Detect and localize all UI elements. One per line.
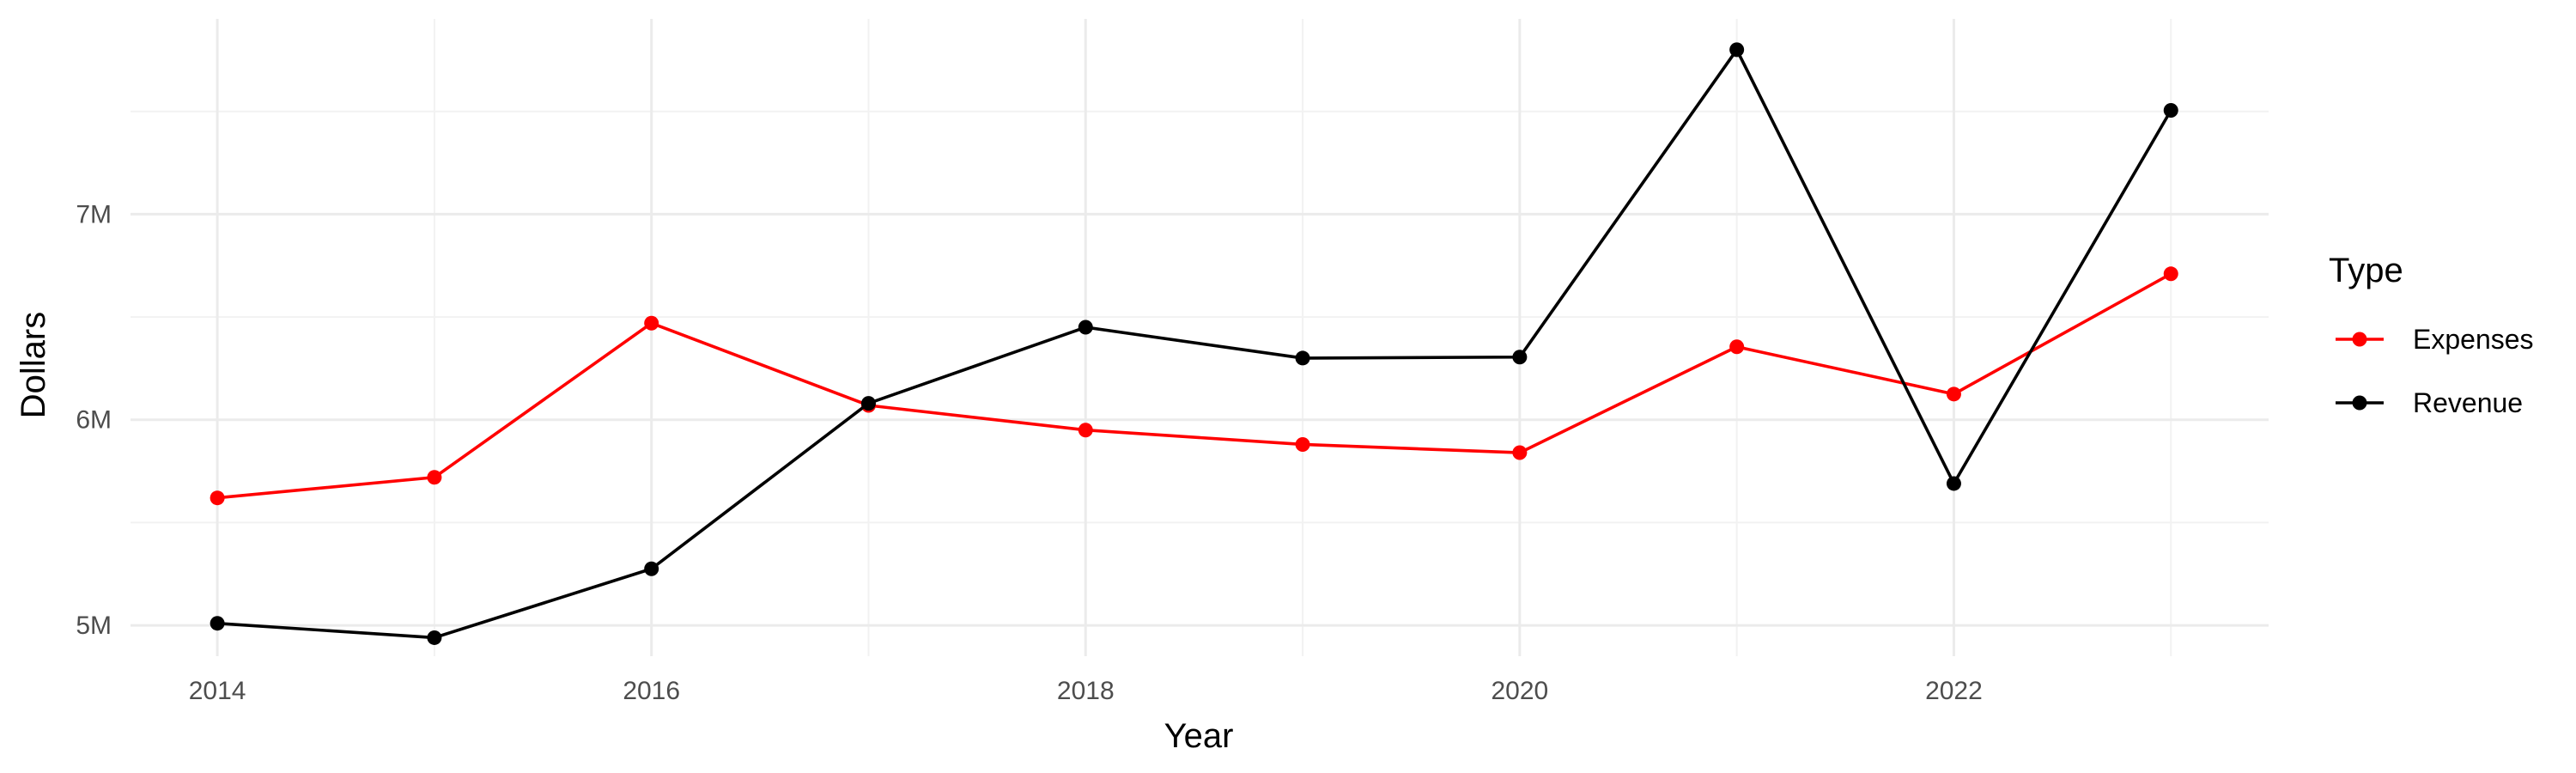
expenses-point xyxy=(1512,445,1528,460)
legend-title: Type xyxy=(2329,252,2403,289)
revenue-point xyxy=(427,630,442,645)
revenue-point xyxy=(1078,320,1093,335)
revenue-point xyxy=(1729,42,1745,58)
x-axis-tick-labels: 2014 2016 2018 2020 2022 xyxy=(189,677,1983,705)
legend-items: Expenses Revenue xyxy=(2336,324,2534,418)
series-layer xyxy=(210,42,2178,645)
legend-item-expenses: Expenses xyxy=(2336,324,2534,355)
expenses-point xyxy=(2163,266,2178,282)
revenue-point xyxy=(1946,476,1961,491)
x-axis-title: Year xyxy=(1164,717,1234,755)
series-revenue xyxy=(210,42,2178,645)
y-axis-title: Dollars xyxy=(15,312,52,418)
minor-gridlines xyxy=(131,19,2269,656)
legend-key-point xyxy=(2352,332,2367,347)
revenue-point xyxy=(860,396,876,411)
y-axis-tick-labels: 5M 6M 7M xyxy=(76,200,112,640)
major-gridlines xyxy=(131,19,2269,656)
revenue-point xyxy=(644,561,659,576)
y-tick-label: 7M xyxy=(76,200,112,228)
legend-label: Expenses xyxy=(2413,324,2534,355)
revenue-point xyxy=(1295,350,1310,366)
revenue-point xyxy=(2163,103,2178,119)
x-tick-label: 2014 xyxy=(189,677,246,705)
legend-key-point xyxy=(2352,395,2367,411)
y-tick-label: 5M xyxy=(76,612,112,640)
expenses-point xyxy=(210,490,225,506)
x-tick-label: 2016 xyxy=(623,677,680,705)
expenses-point xyxy=(1946,386,1961,402)
expenses-point xyxy=(427,470,442,485)
x-tick-label: 2022 xyxy=(1925,677,1983,705)
expenses-point xyxy=(644,315,659,331)
x-tick-label: 2018 xyxy=(1057,677,1115,705)
expenses-line xyxy=(216,271,2173,500)
y-tick-label: 6M xyxy=(76,406,112,435)
x-tick-label: 2020 xyxy=(1491,677,1548,705)
revenue-point xyxy=(210,616,225,631)
series-expenses xyxy=(210,266,2178,506)
revenue-point xyxy=(1512,350,1528,365)
expenses-point xyxy=(1295,436,1310,452)
legend-label: Revenue xyxy=(2413,387,2523,418)
legend-item-revenue: Revenue xyxy=(2336,387,2523,418)
expenses-point xyxy=(1729,339,1745,355)
expenses-point xyxy=(1078,423,1093,438)
legend: Type Expenses Revenue xyxy=(2329,252,2534,418)
revenue-line xyxy=(216,48,2173,640)
